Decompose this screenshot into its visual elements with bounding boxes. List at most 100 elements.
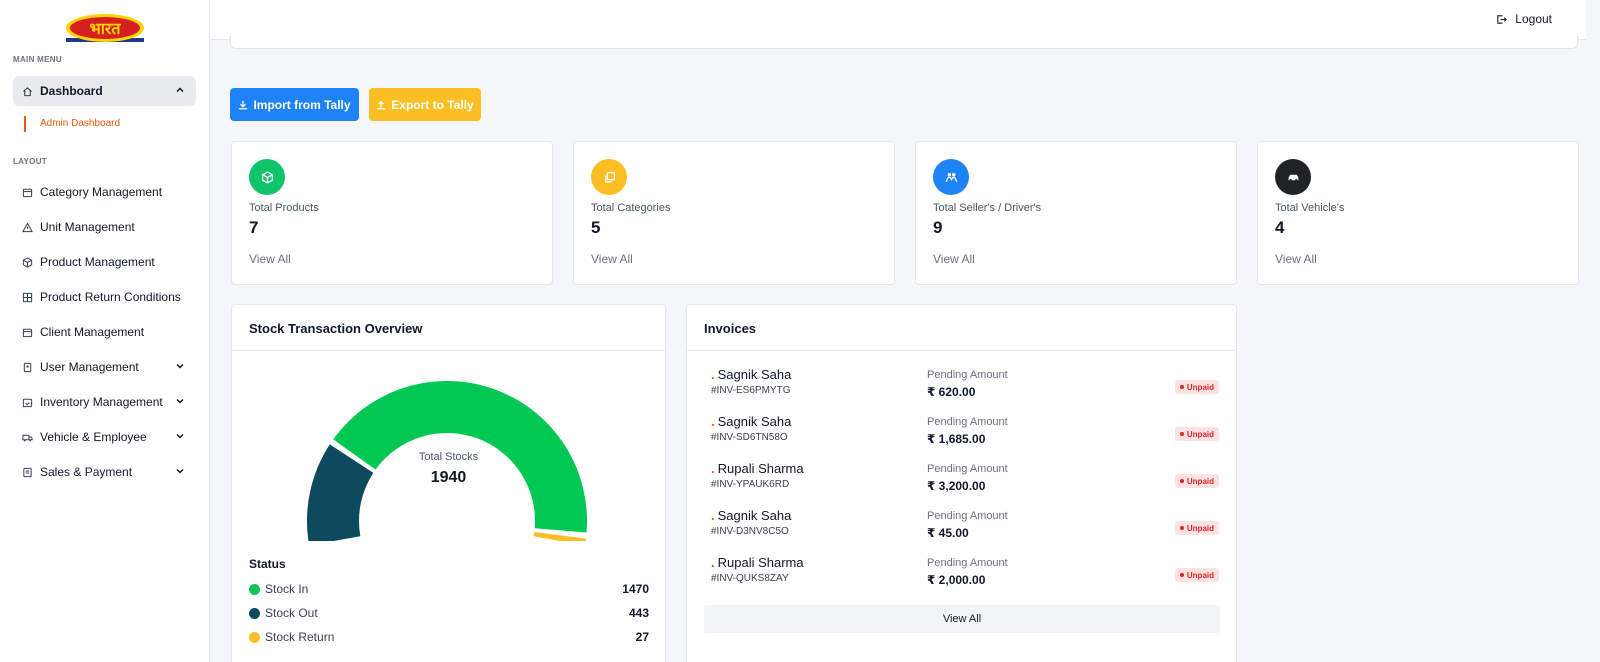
invoices-view-all-button[interactable]: View All xyxy=(704,605,1220,633)
sidebar-item-label: User Management xyxy=(40,360,139,374)
status-value: 27 xyxy=(635,630,649,644)
sidebar-item-label: Category Management xyxy=(40,185,163,199)
warning-icon xyxy=(21,221,33,233)
stat-value: 9 xyxy=(933,218,943,237)
stock-overview-panel: Stock Transaction Overview Total Stocks … xyxy=(231,304,666,662)
status-dot xyxy=(249,583,260,595)
sidebar-item-category-management[interactable]: Category Management xyxy=(13,177,196,207)
invoice-client-name: . Sagnik Saha xyxy=(711,414,791,429)
status-label: Stock Out xyxy=(265,606,318,620)
invoice-id: #INV-D3NV8C5O xyxy=(711,526,789,537)
calendar-icon xyxy=(21,326,33,338)
stat-value: 4 xyxy=(1275,218,1285,237)
status-row-stock-in: Stock In 1470 xyxy=(249,581,649,597)
stock-overview-title: Stock Transaction Overview xyxy=(249,321,423,336)
panel-divider xyxy=(232,350,665,351)
status-dot xyxy=(249,607,260,619)
panel-divider xyxy=(687,350,1236,351)
stat-label: Total Vehicle's xyxy=(1275,202,1345,214)
calendar-icon xyxy=(21,186,33,198)
invoice-row[interactable]: . Rupali Sharma #INV-QUKS8ZAY Pending Amoun… xyxy=(711,555,1219,595)
pending-amount-value: ₹ 620.00 xyxy=(927,385,976,399)
sidebar-item-label: Vehicle & Employee xyxy=(40,430,147,444)
invoices-title: Invoices xyxy=(704,321,757,336)
status-row-stock-out: Stock Out 443 xyxy=(249,605,649,621)
main-menu-heading: MAIN MENU xyxy=(13,55,62,64)
export-label: Export to Tally xyxy=(391,97,474,112)
sidebar-item-label: Product Return Conditions xyxy=(40,290,181,304)
client-name-text: Rupali Sharma xyxy=(717,461,804,476)
sidebar-item-dashboard[interactable]: Dashboard xyxy=(13,76,196,106)
export-to-tally-button[interactable]: Export to Tally xyxy=(369,88,481,121)
sidebar-item-user-management[interactable]: User Management xyxy=(13,352,196,382)
stock-gauge xyxy=(307,380,587,541)
logout-label: Logout xyxy=(1515,12,1552,26)
stat-label: Total Products xyxy=(249,202,319,214)
status-label: Stock Return xyxy=(265,630,335,644)
copy-icon xyxy=(591,159,627,195)
status-title: Status xyxy=(249,557,286,571)
sidebar-item-vehicle-employee[interactable]: Vehicle & Employee xyxy=(13,422,196,452)
stat-label: Total Seller's / Driver's xyxy=(933,202,1042,214)
pending-amount-label: Pending Amount xyxy=(927,463,1008,475)
invoice-client-name: . Sagnik Saha xyxy=(711,508,791,523)
client-name-text: Rupali Sharma xyxy=(717,555,804,570)
receipt-icon xyxy=(21,466,33,478)
stat-card-products: Total Products 7 View All xyxy=(231,141,553,285)
sidebar-item-unit-management[interactable]: Unit Management xyxy=(13,212,196,242)
calendar-check-icon xyxy=(21,396,33,408)
stat-value: 5 xyxy=(591,218,601,237)
invoice-id: #INV-QUKS8ZAY xyxy=(711,573,789,584)
gauge-total-value: 1940 xyxy=(430,469,467,486)
logout-button[interactable]: Logout xyxy=(1496,12,1552,26)
sidebar-item-client-management[interactable]: Client Management xyxy=(13,317,196,347)
sidebar-item-product-management[interactable]: Product Management xyxy=(13,247,196,277)
brand-logo[interactable]: भारत xyxy=(64,12,146,44)
view-all-link[interactable]: View All xyxy=(249,252,291,266)
sidebar-item-label: Product Management xyxy=(40,255,155,269)
status-row-stock-return: Stock Return 27 xyxy=(249,629,649,645)
invoice-id: #INV-ES6PMYTG xyxy=(711,385,791,396)
invoice-row[interactable]: . Rupali Sharma #INV-YPAUK6RD Pending Amoun… xyxy=(711,461,1219,501)
invoice-client-name: . Rupali Sharma xyxy=(711,555,804,570)
pending-amount-label: Pending Amount xyxy=(927,557,1008,569)
bullet-icon: . xyxy=(711,414,715,429)
view-all-link[interactable]: View All xyxy=(933,252,975,266)
invoice-row[interactable]: . Sagnik Saha #INV-SD6TN58O Pending Amount ₹… xyxy=(711,414,1219,454)
pending-amount-label: Pending Amount xyxy=(927,510,1008,522)
pending-amount-label: Pending Amount xyxy=(927,369,1008,381)
pending-amount-label: Pending Amount xyxy=(927,416,1008,428)
pending-amount-value: ₹ 1,685.00 xyxy=(927,432,986,446)
pending-amount-value: ₹ 45.00 xyxy=(927,526,969,540)
bullet-icon: . xyxy=(711,367,715,382)
view-all-link[interactable]: View All xyxy=(1275,252,1317,266)
upload-icon xyxy=(377,100,386,109)
sidebar-item-product-return-conditions[interactable]: Product Return Conditions xyxy=(13,282,196,312)
view-all-link[interactable]: View All xyxy=(591,252,633,266)
sidebar-item-inventory-management[interactable]: Inventory Management xyxy=(13,387,196,417)
download-icon xyxy=(239,100,248,109)
logo-text: भारत xyxy=(89,19,121,38)
stat-label: Total Categories xyxy=(591,202,671,214)
chevron-down-icon xyxy=(176,433,184,439)
sidebar-subitem-admin-dashboard[interactable]: Admin Dashboard xyxy=(24,116,120,132)
status-value: 1470 xyxy=(622,582,649,596)
page-scrollbar[interactable] xyxy=(1586,0,1600,662)
sidebar-item-label: Client Management xyxy=(40,325,145,339)
status-badge: Unpaid xyxy=(1174,521,1219,535)
bullet-icon: . xyxy=(711,508,715,523)
grid-icon xyxy=(21,291,33,303)
gauge-arc-stock-out xyxy=(307,444,374,541)
invoice-row[interactable]: . Sagnik Saha #INV-ES6PMYTG Pending Amount ₹… xyxy=(711,367,1219,407)
invoices-panel: Invoices . Sagnik Saha #INV-ES6PMYTG Pendin… xyxy=(686,304,1237,662)
sidebar-item-sales-payment[interactable]: Sales & Payment xyxy=(13,457,196,487)
import-from-tally-button[interactable]: Import from Tally xyxy=(230,88,359,121)
bullet-icon: . xyxy=(711,461,715,476)
sidebar-item-label: Dashboard xyxy=(40,84,103,98)
invoice-client-name: . Sagnik Saha xyxy=(711,367,791,382)
status-badge: Unpaid xyxy=(1174,380,1219,394)
status-label: Stock In xyxy=(265,582,309,596)
client-name-text: Sagnik Saha xyxy=(717,508,792,523)
invoice-row[interactable]: . Sagnik Saha #INV-D3NV8C5O Pending Amount ₹… xyxy=(711,508,1219,548)
status-badge: Unpaid xyxy=(1174,474,1219,488)
